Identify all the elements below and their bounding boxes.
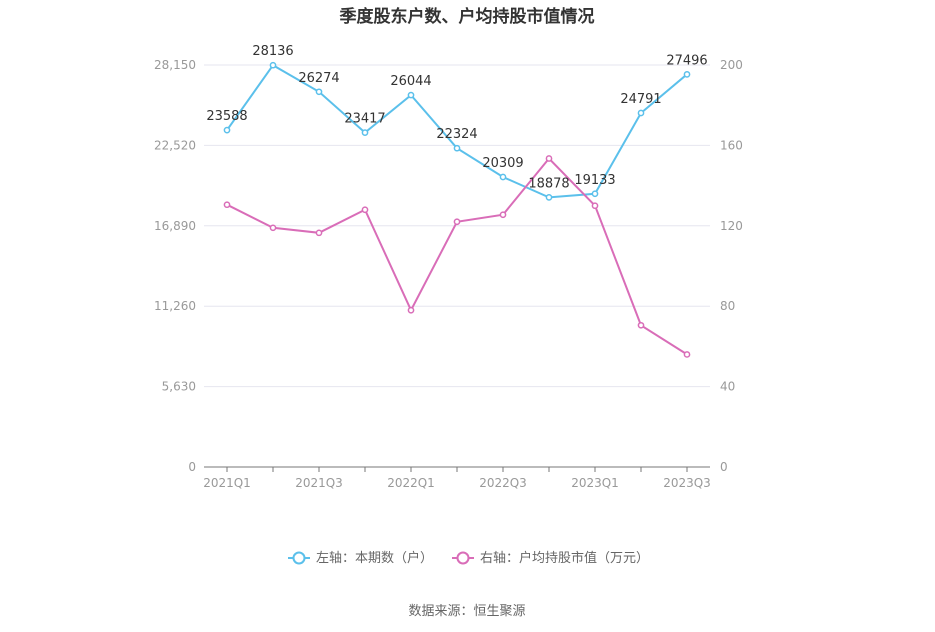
data-point	[637, 321, 645, 329]
data-label: 28136	[252, 44, 293, 59]
x-axis-tick-label: 2021Q3	[295, 476, 343, 490]
series-left-holders	[223, 61, 691, 201]
left-axis-tick-label: 0	[188, 460, 196, 474]
data-point	[683, 351, 691, 358]
data-label: 22324	[436, 127, 477, 142]
data-point	[499, 211, 507, 219]
left-axis-tick-label: 11,260	[154, 299, 196, 313]
legend-label: 右轴：户均持股市值（万元）	[480, 550, 649, 566]
data-point	[591, 190, 599, 198]
legend-item-holders[interactable]: 左轴：本期数（户）	[288, 550, 433, 566]
data-label: 27496	[666, 53, 707, 68]
x-axis-tick-label: 2022Q3	[479, 476, 527, 490]
data-point	[223, 126, 231, 134]
data-point	[407, 91, 415, 99]
data-point	[499, 173, 507, 181]
data-point	[223, 201, 231, 209]
right-axis-tick-label: 160	[720, 138, 743, 152]
data-point	[361, 129, 369, 136]
left-axis-tick-label: 5,630	[162, 380, 196, 394]
data-point	[315, 229, 323, 237]
x-axis-tick-label: 2023Q1	[571, 476, 619, 490]
data-point	[545, 155, 553, 162]
legend-label: 左轴：本期数（户）	[316, 550, 433, 566]
data-point	[453, 144, 461, 152]
data-point	[453, 218, 461, 226]
data-label: 19133	[574, 173, 615, 188]
series-layer	[223, 61, 691, 358]
x-axis-tick-label: 2021Q1	[203, 476, 251, 490]
data-label: 23417	[344, 112, 385, 127]
data-point	[637, 109, 645, 117]
data-point	[545, 194, 553, 201]
x-axis-tick-label: 2023Q3	[663, 476, 711, 490]
grid-lines	[204, 64, 710, 388]
right-axis-tick-label: 80	[720, 299, 735, 313]
data-label: 23588	[206, 109, 247, 124]
right-axis-tick-label: 200	[720, 58, 743, 72]
x-axis-tick-label: 2022Q1	[387, 476, 435, 490]
data-label: 26274	[298, 71, 339, 86]
source-note: 数据来源：恒生聚源	[408, 604, 525, 619]
chart-title: 季度股东户数、户均持股市值情况	[340, 6, 595, 27]
data-point	[591, 202, 599, 210]
data-point	[315, 88, 323, 96]
series-line	[226, 157, 688, 356]
data-labels: 23588 28136 26274 23417 26044 22324 20309 18878…	[206, 44, 707, 191]
data-label: 24791	[620, 92, 661, 107]
legend-marker-icon	[292, 551, 306, 565]
left-axis-tick-label: 16,890	[154, 219, 196, 233]
axes: 0 0 5,630 40 11,260 80 16,890 120 22,520 160 28,15…	[154, 58, 743, 490]
right-axis-tick-label: 120	[720, 219, 743, 233]
series-right-value	[223, 155, 691, 358]
data-point	[269, 61, 277, 69]
left-axis-tick-label: 22,520	[154, 138, 196, 152]
left-axis-tick-label: 28,150	[154, 58, 196, 72]
right-axis-tick-label: 40	[720, 380, 735, 394]
data-point	[361, 206, 369, 214]
legend[interactable]: 左轴：本期数（户） 右轴：户均持股市值（万元）	[288, 550, 649, 566]
data-point	[269, 224, 277, 232]
data-label: 18878	[528, 176, 569, 191]
data-point	[683, 70, 691, 78]
data-point	[407, 306, 415, 314]
legend-item-value[interactable]: 右轴：户均持股市值（万元）	[452, 550, 649, 566]
data-label: 26044	[390, 74, 431, 89]
right-axis-tick-label: 0	[720, 460, 728, 474]
legend-marker-icon	[456, 551, 470, 565]
data-label: 20309	[482, 156, 523, 171]
